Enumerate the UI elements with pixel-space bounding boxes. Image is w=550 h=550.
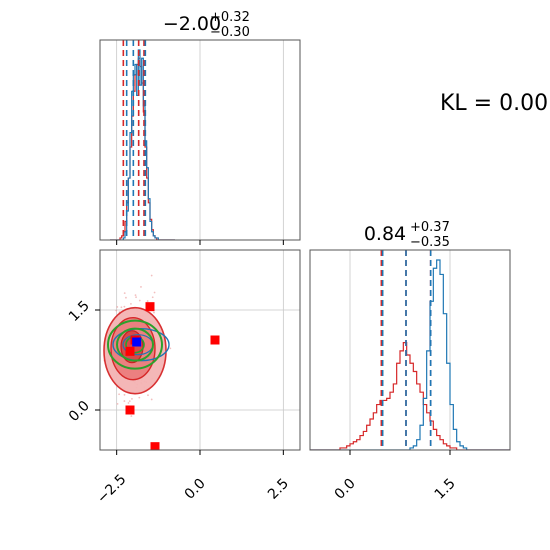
bl-sample-red-50: [115, 309, 118, 312]
bl-sample-red-109: [123, 400, 126, 402]
bottom-right-title-value: 0.84: [364, 223, 406, 245]
bl-sample-red-137: [118, 393, 121, 396]
bl-sample-red-136: [147, 394, 149, 397]
bl-sample-red-188: [130, 302, 132, 305]
bl-sample-red-93: [123, 393, 126, 396]
bl-red-square-5: [150, 442, 160, 450]
bl-blue-square: [132, 337, 142, 347]
bl-sample-red-1: [120, 306, 123, 309]
bl-sample-red-210: [138, 396, 141, 399]
bl-sample-red-28: [153, 291, 156, 294]
bl-sample-red-118: [116, 403, 119, 405]
bl-sample-red-102: [130, 415, 133, 417]
bl-sample-red-10: [125, 296, 127, 299]
bl-red-square-2: [125, 346, 135, 356]
bl-green-contour-outer: [107, 319, 163, 370]
top-left-histogram: [110, 40, 175, 240]
bl-sample-red-101: [131, 459, 133, 461]
bl-sample-red-140: [116, 306, 119, 308]
top-left-title-plus: +0.32: [210, 10, 250, 25]
bottom-right-title-plus: +0.37: [410, 220, 450, 235]
bl-sample-red-37: [151, 296, 154, 299]
bl-tick-label-y-1: 1.5: [66, 298, 93, 325]
bl-sample-red-217: [134, 294, 137, 296]
bl-red-square-1: [210, 335, 220, 345]
top-left-title-value: −2.00: [163, 13, 221, 35]
bottom-right-title: 0.84: [364, 223, 406, 245]
bl-sample-red-116: [150, 274, 153, 277]
bl-sample-red-22: [150, 398, 153, 401]
br-hist-series-0: [310, 342, 510, 450]
top-left-grid: [116, 40, 284, 240]
bl-green-contour-mid: [116, 327, 154, 362]
top-left-title-minus: −0.30: [210, 25, 250, 40]
bl-sample-red-38: [127, 402, 130, 404]
bl-sample-red-209: [153, 311, 155, 314]
br-tick-label-x-1: 1.5: [432, 476, 459, 503]
bottom-right-histogram: [310, 250, 510, 450]
bl-sample-red-111: [169, 347, 172, 350]
bl-red-square-4: [125, 405, 135, 415]
br-tick-label-x-0: 0.0: [332, 476, 359, 503]
bl-sample-red-32: [138, 299, 141, 302]
bl-sample-red-23: [123, 292, 126, 294]
panel-bottom-left: −2.5 0.0 2.5 0.0 1.5: [66, 249, 301, 507]
bottom-right-ticks: 0.0 1.5: [332, 450, 459, 503]
bl-tick-label-y-0: 0.0: [66, 398, 93, 425]
kl-annotation: KL = 0.00: [440, 91, 548, 116]
br-hist-series-1: [310, 259, 510, 450]
bottom-right-grid: [349, 250, 451, 450]
bl-tick-label-x-2: 2.5: [265, 476, 292, 503]
bl-sample-red-177: [135, 296, 137, 299]
tl-hist-series-0: [110, 57, 175, 240]
bl-tick-label-x-0: −2.5: [94, 471, 129, 506]
top-left-title: −2.00: [163, 13, 221, 35]
bl-sample-red-81: [89, 316, 91, 318]
bl-sample-red-40: [123, 305, 126, 308]
bl-sample-red-216: [140, 286, 142, 288]
bottom-right-title-minus: −0.35: [410, 235, 450, 250]
bottom-left-scatter: [89, 274, 220, 461]
bottom-right-frame: [309, 249, 511, 451]
tl-hist-series-1: [110, 49, 175, 240]
top-left-ticks: [116, 240, 284, 245]
bl-sample-red-199: [146, 300, 149, 302]
bl-sample-red-196: [128, 400, 131, 403]
bl-tick-label-x-1: 0.0: [182, 476, 209, 503]
bl-sample-red-51: [131, 398, 133, 400]
panel-bottom-right: 0.0 1.5 0.84 +0.37 −0.35: [309, 220, 511, 503]
panel-top-left: −2.00 +0.32 −0.30: [99, 10, 301, 245]
bl-red-square-0: [145, 302, 155, 312]
